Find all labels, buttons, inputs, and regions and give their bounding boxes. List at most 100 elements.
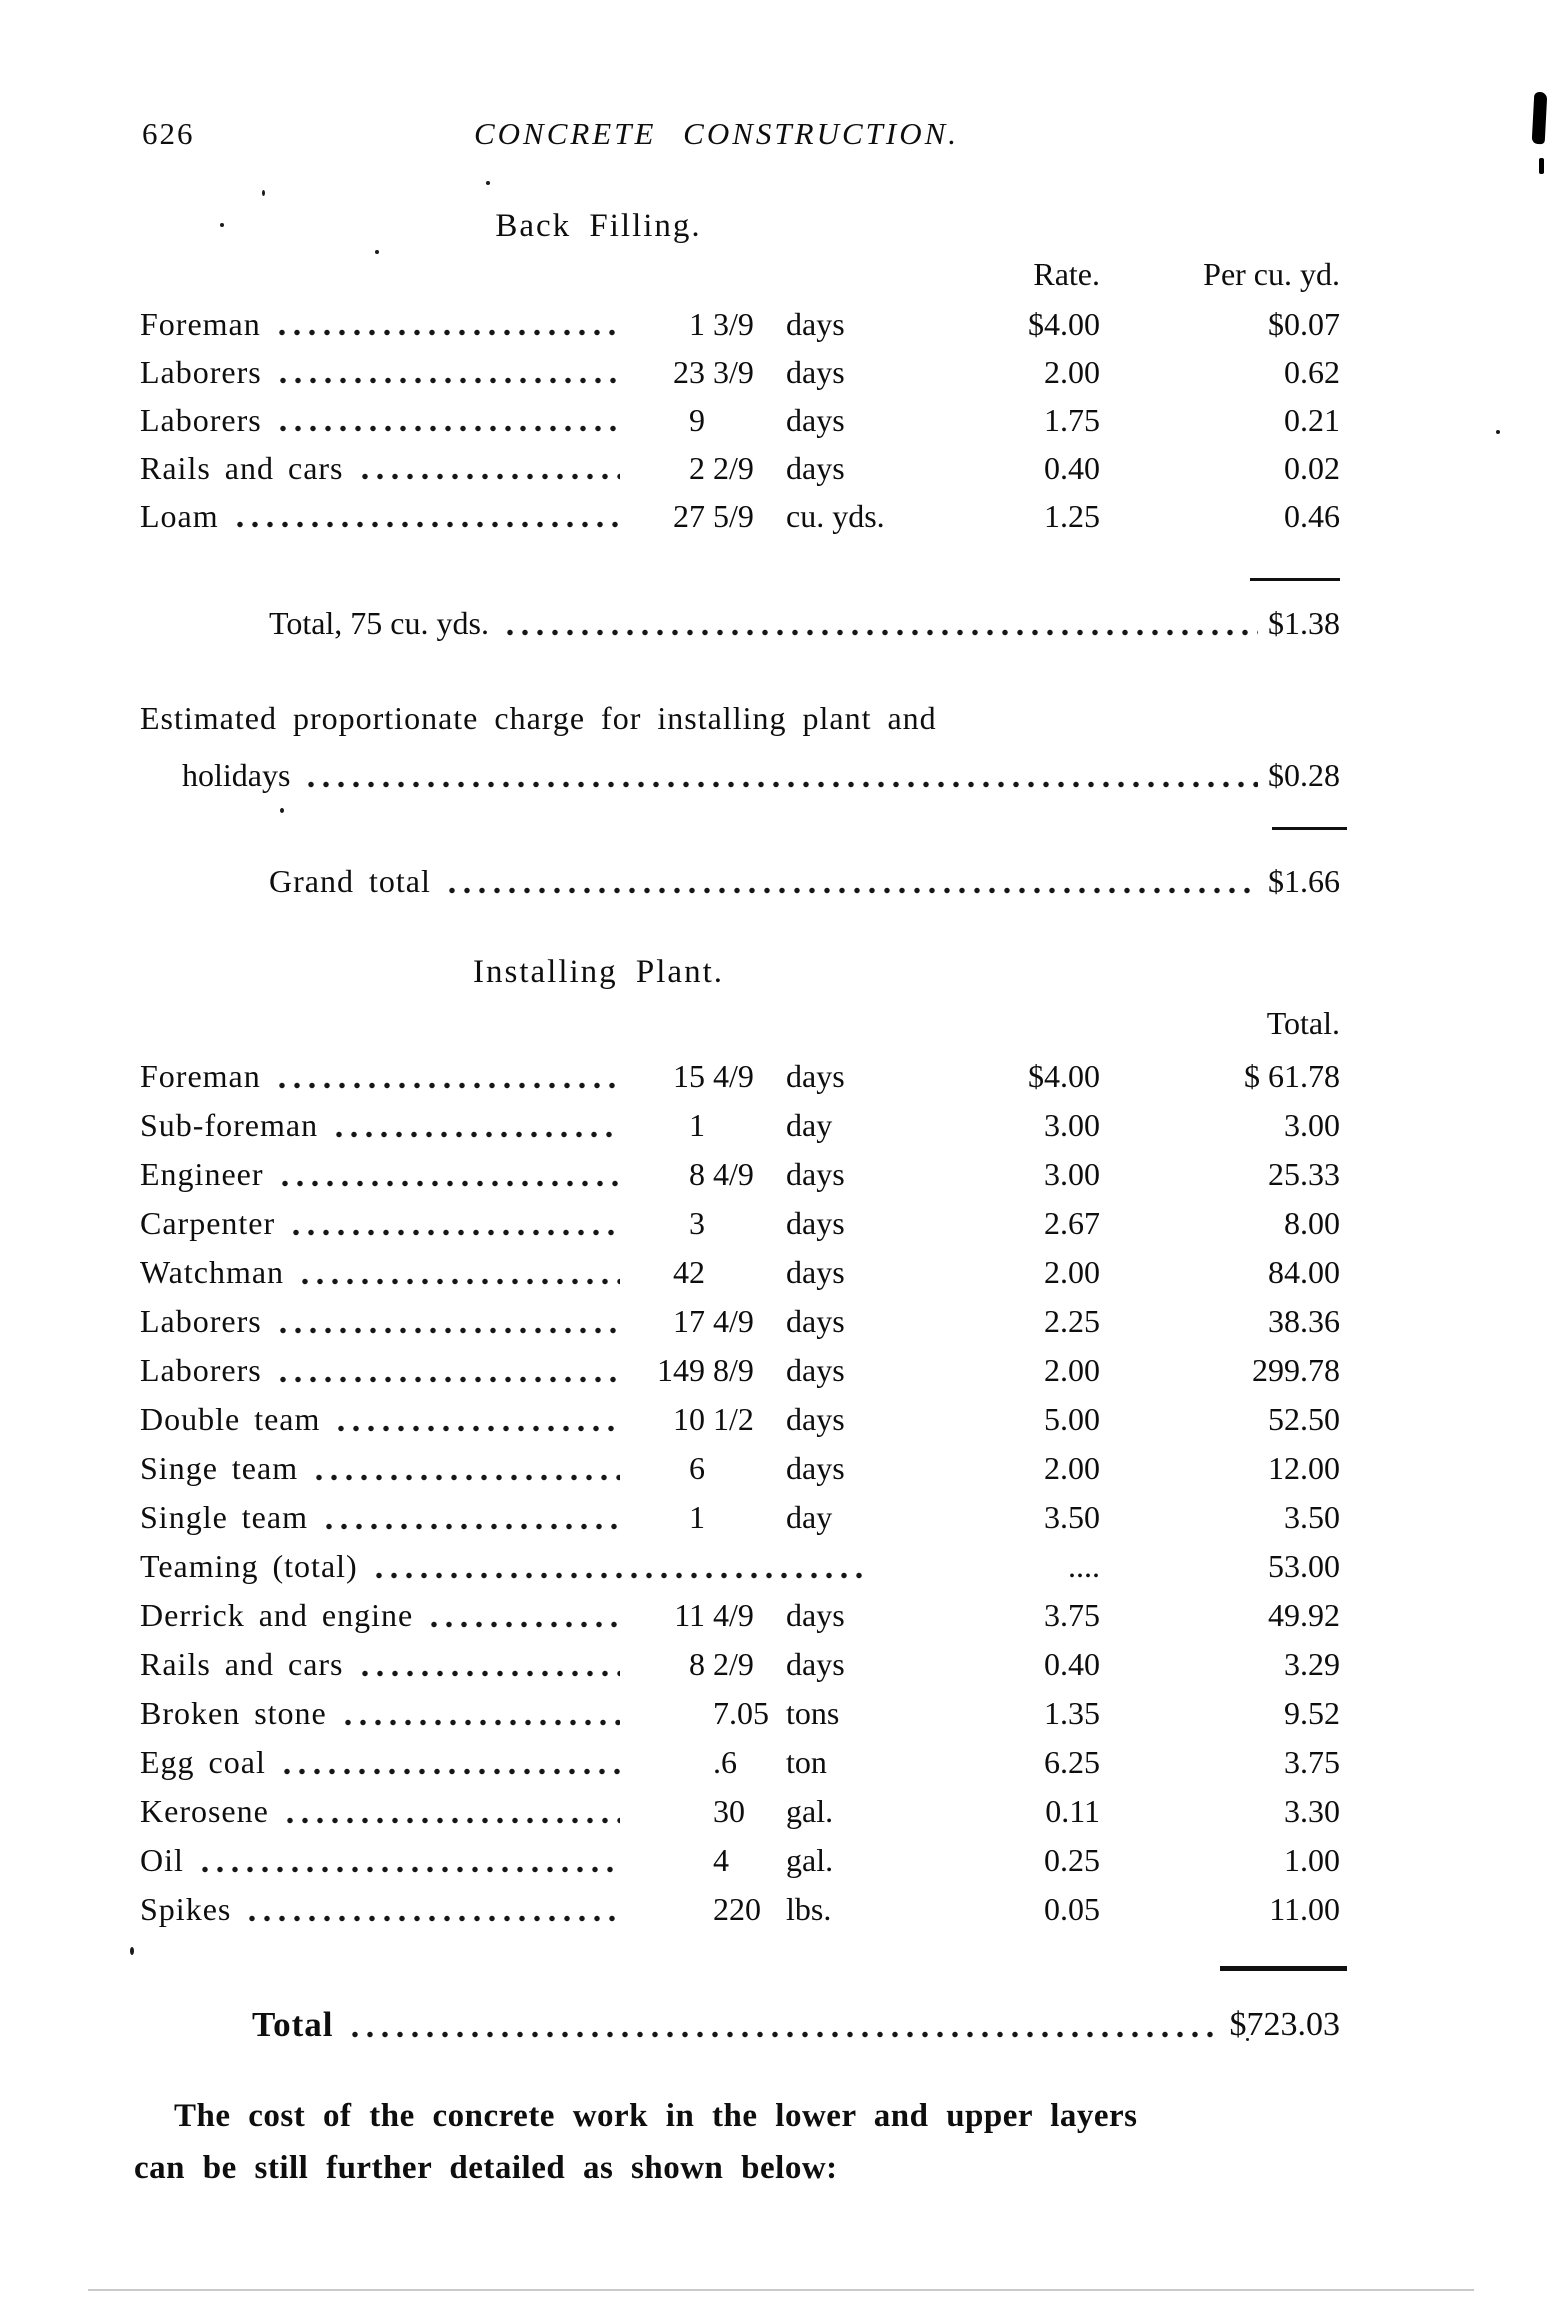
- quantity-whole: 8: [689, 1156, 705, 1192]
- row-label: Derrick and engine: [140, 1597, 414, 1633]
- scan-speck: [1246, 2038, 1249, 2041]
- quantity-fraction: 3/9: [713, 306, 754, 342]
- rate-value: 0.25: [1044, 1842, 1100, 1878]
- table-row: Rails and cars 8 2/9 days 0.40 3.29: [140, 1640, 1345, 1689]
- scan-speck: [1496, 430, 1500, 434]
- page-number: 626: [142, 116, 195, 151]
- table-row: Foreman 1 3/9 days $4.00 $0.07: [140, 300, 1345, 348]
- amount-value: 3.29: [1284, 1646, 1340, 1682]
- amount-value: 12.00: [1268, 1450, 1340, 1486]
- row-label: Single team: [140, 1499, 308, 1535]
- section-title-back-filling: Back Filling.: [495, 208, 702, 244]
- quantity-fraction: [705, 1248, 780, 1297]
- row-label: Kerosene: [140, 1793, 269, 1829]
- amount-value: 1.00: [1284, 1842, 1340, 1878]
- table-row: Oil 4 gal. 0.25 1.00: [140, 1836, 1345, 1885]
- quantity-fraction: [705, 1101, 780, 1150]
- rate-value: 3.75: [1044, 1597, 1100, 1633]
- back-filling-total-line: Total, 75 cu. yds. $1.38: [140, 598, 1345, 648]
- quantity-unit: days: [786, 1646, 845, 1682]
- leader-dots: [275, 1374, 620, 1384]
- row-label: Watchman: [140, 1254, 285, 1290]
- scan-speck: [220, 223, 224, 227]
- quantity-whole: 3: [689, 1205, 705, 1241]
- row-label: Rails and cars: [140, 450, 344, 486]
- quantity-unit: days: [786, 1254, 845, 1290]
- table-row: Laborers 17 4/9 days 2.25 38.36: [140, 1297, 1345, 1346]
- quantity-unit: days: [786, 1303, 845, 1339]
- quantity-whole: [630, 1787, 705, 1836]
- scan-speck: [486, 181, 490, 185]
- table-row: Double team 10 1/2 days 5.00 52.50: [140, 1395, 1345, 1444]
- rate-value: 1.35: [1044, 1695, 1100, 1731]
- quantity-fraction: [705, 1444, 780, 1493]
- table-row: Laborers 149 8/9 days 2.00 299.78: [140, 1346, 1345, 1395]
- quantity-fraction: 4/9: [713, 1597, 754, 1633]
- rate-value: 0.40: [1044, 450, 1100, 486]
- row-label: Double team: [140, 1401, 321, 1437]
- footer-paragraph-line1: The cost of the concrete work in the low…: [174, 2098, 1138, 2134]
- quantity-fraction: 5/9: [713, 498, 754, 534]
- quantity-unit: days: [786, 354, 845, 390]
- back-filling-column-headers: Rate. Per cu. yd.: [140, 256, 1345, 293]
- sum-rule: [1250, 578, 1340, 581]
- row-label: Egg coal: [140, 1744, 266, 1780]
- quantity-fraction: 30: [713, 1793, 745, 1829]
- leader-dots: [357, 1668, 620, 1678]
- column-header-rate: Rate.: [1033, 256, 1100, 292]
- rate-value: 2.00: [1044, 354, 1100, 390]
- quantity-unit: days: [786, 1156, 845, 1192]
- table-row: Laborers 23 3/9 days 2.00 0.62: [140, 348, 1345, 396]
- table-row: Singe team 6 days 2.00 12.00: [140, 1444, 1345, 1493]
- rate-value: 2.25: [1044, 1303, 1100, 1339]
- amount-value: 0.62: [1284, 354, 1340, 390]
- ink-blot: [1531, 91, 1548, 145]
- quantity-unit: day: [786, 1107, 833, 1143]
- total-amount: $723.03: [1229, 2006, 1341, 2043]
- table-row: Single team 1 day 3.50 3.50: [140, 1493, 1345, 1542]
- leader-dots: [245, 1913, 620, 1923]
- leader-dots: [274, 1080, 620, 1090]
- quantity-whole: 1: [689, 1499, 705, 1535]
- leader-dots: [279, 1766, 620, 1776]
- table-row: Laborers 9 days 1.75 0.21: [140, 396, 1345, 444]
- spacer: [140, 256, 880, 293]
- quantity-whole: 42: [673, 1254, 705, 1290]
- quantity-fraction: 4/9: [713, 1156, 754, 1192]
- total-label: Total, 75 cu. yds.: [269, 605, 489, 641]
- quantity-fraction: 1/2: [713, 1401, 754, 1437]
- quantity-unit: cu. yds.: [786, 498, 885, 534]
- rate-value: ....: [1068, 1548, 1100, 1584]
- rate-value: 2.67: [1044, 1205, 1100, 1241]
- rate-value: 2.00: [1044, 1254, 1100, 1290]
- ink-blot-small: [1539, 158, 1544, 174]
- sum-rule: [1272, 827, 1347, 830]
- leader-dots: [321, 1521, 620, 1531]
- leader-dots: [275, 1325, 620, 1335]
- quantity-fraction: 7.05: [713, 1695, 769, 1731]
- table-row: Watchman 42 days 2.00 84.00: [140, 1248, 1345, 1297]
- quantity-unit: days: [786, 450, 845, 486]
- quantity-unit: gal.: [786, 1793, 834, 1829]
- row-label: Engineer: [140, 1156, 264, 1192]
- row-label: Oil: [140, 1842, 184, 1878]
- leader-dots: [502, 627, 1258, 637]
- amount-value: 38.36: [1268, 1303, 1340, 1339]
- leader-dots: [275, 424, 620, 433]
- footer-paragraph-line2: can be still further detailed as shown b…: [134, 2150, 838, 2186]
- estimate-paragraph-line2: holidays $0.28: [140, 750, 1345, 800]
- column-header-per-cu-yd: Per cu. yd.: [1203, 256, 1340, 292]
- quantity-fraction: 2/9: [713, 1646, 754, 1682]
- row-label: Spikes: [140, 1891, 232, 1927]
- quantity-whole: 1: [689, 306, 705, 342]
- quantity-whole: 2: [689, 450, 705, 486]
- amount-value: 299.78: [1252, 1352, 1340, 1388]
- row-label: Teaming (total): [140, 1548, 358, 1584]
- rate-value: 0.05: [1044, 1891, 1100, 1927]
- leader-dots: [277, 1178, 620, 1188]
- quantity-whole: [630, 1885, 705, 1934]
- quantity-unit: gal.: [786, 1842, 834, 1878]
- quantity-whole: 9: [689, 402, 705, 438]
- quantity-whole: 17: [673, 1303, 705, 1339]
- amount-value: 3.30: [1284, 1793, 1340, 1829]
